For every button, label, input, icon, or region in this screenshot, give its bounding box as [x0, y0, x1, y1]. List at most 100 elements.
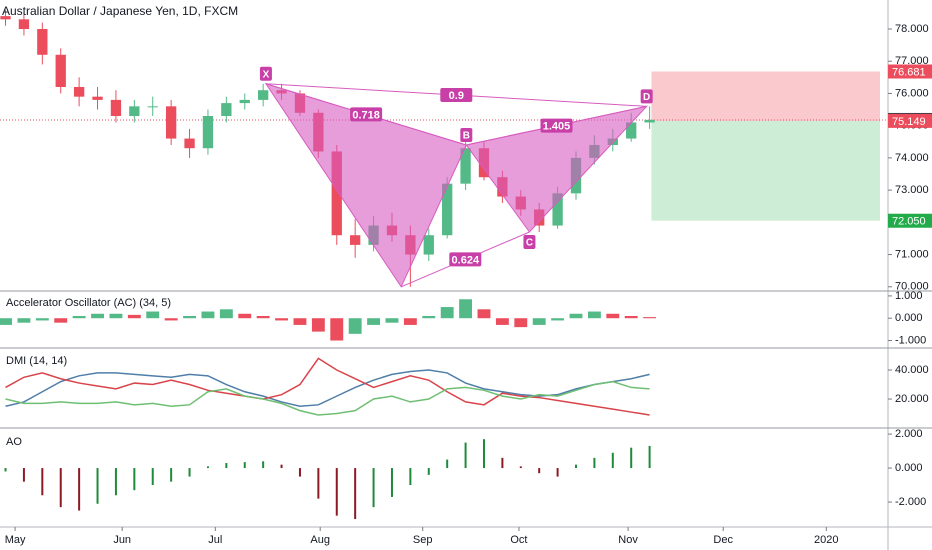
- histogram-bar: [311, 318, 325, 332]
- price-badge-label: 75.149: [892, 116, 926, 128]
- histogram-bar: [551, 318, 565, 321]
- histogram-bar: [256, 315, 270, 319]
- histogram-bar: [519, 466, 522, 469]
- point-label: C: [526, 238, 533, 249]
- y-tick-label: 77.000: [895, 55, 929, 67]
- candle-body: [110, 99, 122, 116]
- histogram-bar: [201, 311, 215, 319]
- histogram-bar: [133, 468, 136, 491]
- histogram-bar: [170, 468, 173, 482]
- y-tick-label: 40.000: [895, 364, 929, 376]
- x-tick-label: Aug: [310, 534, 330, 546]
- candle-body: [129, 106, 140, 116]
- histogram-bar: [624, 315, 638, 319]
- panel-title: Accelerator Oscillator (AC) (34, 5): [6, 297, 171, 309]
- candle-body: [331, 151, 342, 236]
- histogram-bar: [91, 313, 104, 319]
- histogram-bar: [606, 313, 620, 319]
- histogram-bar: [348, 318, 362, 334]
- histogram-bar: [440, 307, 454, 319]
- x-tick-label: Dec: [713, 534, 733, 546]
- histogram-bar: [0, 318, 12, 325]
- histogram-bar: [372, 468, 375, 508]
- candle-body: [202, 116, 214, 149]
- candle-body: [552, 193, 563, 226]
- price-badge-label: 72.050: [892, 216, 926, 228]
- dmi-line: [5, 357, 650, 416]
- histogram-bar: [298, 468, 301, 477]
- candle-body: [460, 148, 471, 184]
- histogram-bar: [41, 468, 44, 496]
- histogram-bar: [219, 309, 233, 319]
- histogram-bar: [464, 442, 467, 469]
- histogram-bar: [127, 314, 141, 319]
- ratio-badge: [440, 88, 473, 103]
- histogram-bar: [183, 315, 196, 319]
- candle-body: [221, 103, 232, 116]
- y-tick-label: 1.000: [895, 290, 923, 302]
- candle-body: [239, 99, 250, 104]
- candle-body: [55, 54, 66, 87]
- target-zone: [651, 120, 880, 221]
- stop-zone: [651, 71, 880, 121]
- x-tick-label: 2020: [814, 534, 838, 546]
- histogram-bar: [22, 468, 25, 482]
- y-tick-label: 73.000: [895, 184, 929, 196]
- candle-body: [37, 29, 48, 55]
- histogram-bar: [611, 452, 614, 469]
- candle-body: [73, 87, 85, 97]
- histogram-bar: [275, 318, 288, 321]
- chart-title: Australian Dollar / Japanese Yen, 1D, FX…: [2, 4, 238, 18]
- histogram-bar: [354, 468, 357, 520]
- histogram-bar: [648, 445, 651, 469]
- point-badge: [523, 235, 536, 249]
- y-tick-label: 0.000: [895, 462, 923, 474]
- histogram-bar: [501, 457, 504, 469]
- point-badge: [460, 128, 473, 142]
- histogram-bar: [35, 318, 49, 321]
- histogram-bar: [643, 317, 657, 319]
- histogram-bar: [96, 468, 99, 504]
- ratio-badge: [449, 252, 482, 267]
- candle-body: [18, 19, 30, 29]
- dmi-line: [5, 369, 650, 408]
- histogram-bar: [72, 315, 86, 319]
- y-tick-label: 2.000: [895, 428, 923, 440]
- histogram-bar: [495, 318, 509, 325]
- histogram-bar: [459, 299, 473, 319]
- candle-body: [147, 106, 158, 108]
- histogram-bar: [409, 468, 412, 486]
- histogram-bar: [243, 462, 246, 469]
- histogram-bar: [446, 459, 449, 469]
- y-tick-label: 78.000: [895, 23, 929, 35]
- candle-body: [442, 183, 453, 236]
- ratio-label: 0.624: [452, 254, 480, 266]
- candle-body: [165, 106, 177, 139]
- y-tick-label: 0.000: [895, 312, 923, 324]
- x-tick-label: Oct: [510, 534, 527, 546]
- histogram-bar: [477, 309, 491, 319]
- histogram-bar: [78, 468, 81, 511]
- candle-body: [423, 235, 434, 255]
- dmi-line: [5, 380, 650, 416]
- candle-body: [92, 96, 103, 100]
- panel-title: DMI (14, 14): [6, 355, 67, 367]
- candle-body: [258, 90, 269, 100]
- histogram-bar: [225, 462, 228, 469]
- ratio-badge: [540, 118, 573, 133]
- histogram-bar: [4, 468, 7, 472]
- histogram-bar: [390, 468, 393, 497]
- ratio-label: 0.9: [449, 90, 464, 102]
- candle-body: [350, 235, 361, 245]
- y-tick-label: 20.000: [895, 393, 929, 405]
- histogram-bar: [403, 318, 417, 325]
- y-tick-label: 74.000: [895, 152, 929, 164]
- candle-body: [184, 138, 195, 149]
- point-label: B: [463, 131, 470, 142]
- point-badge: [640, 89, 653, 104]
- histogram-bar: [556, 468, 559, 477]
- histogram-bar: [514, 318, 528, 328]
- histogram-bar: [54, 318, 68, 323]
